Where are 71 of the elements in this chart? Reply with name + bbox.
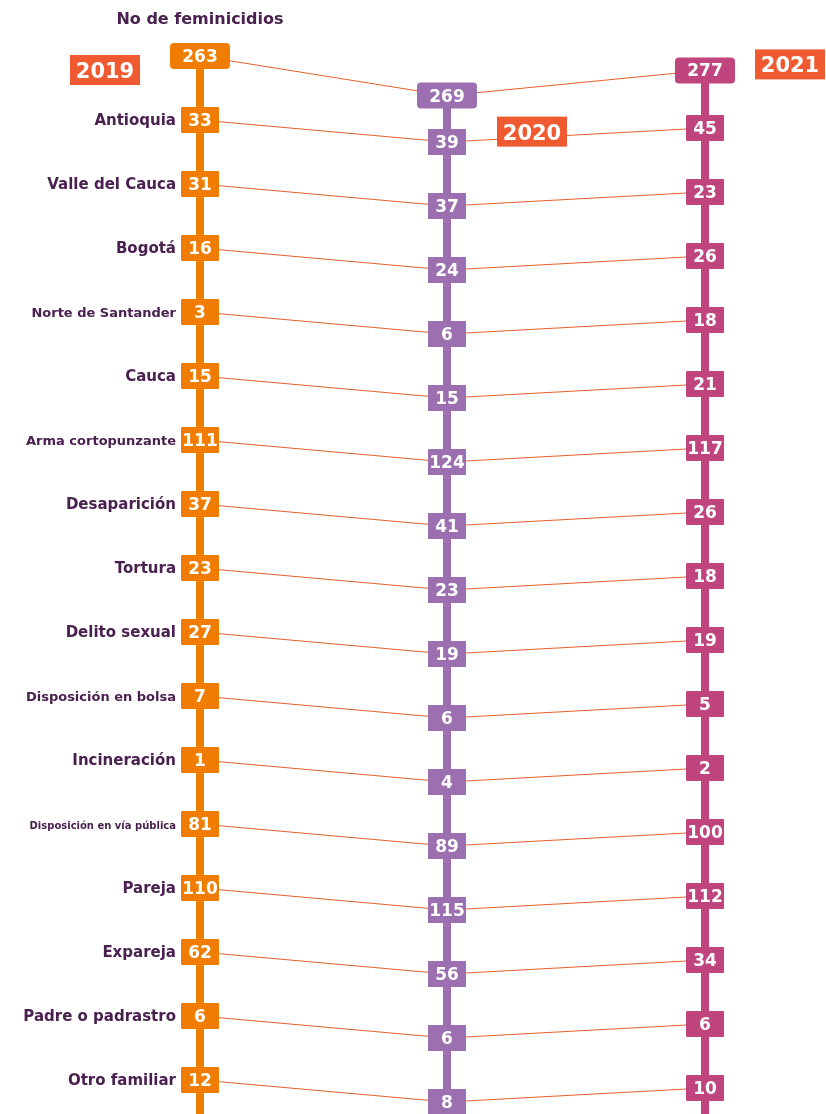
- data-label: 100: [687, 822, 723, 842]
- category-label: Disposición en bolsa: [25, 689, 176, 704]
- data-label: 117: [687, 438, 723, 458]
- series-label: 2019: [75, 59, 135, 83]
- data-label: 112: [687, 886, 723, 906]
- data-label: 81: [188, 814, 212, 834]
- data-label: 111: [182, 430, 218, 450]
- data-label: 19: [435, 644, 459, 664]
- data-label: 12: [188, 1070, 212, 1090]
- data-label: 18: [693, 310, 717, 330]
- data-label: 6: [441, 1028, 453, 1048]
- data-label: 34: [693, 950, 717, 970]
- data-label: 277: [687, 60, 723, 81]
- category-label: Tortura: [114, 559, 176, 577]
- category-label: Incineración: [72, 751, 176, 769]
- data-label: 18: [693, 566, 717, 586]
- data-label: 263: [182, 46, 218, 66]
- data-label: 37: [435, 196, 459, 216]
- data-label: 39: [435, 132, 459, 152]
- category-label: Delito sexual: [65, 623, 176, 641]
- data-label: 62: [188, 942, 212, 962]
- category-label: Padre o padrastro: [23, 1007, 176, 1025]
- data-label: 110: [182, 878, 218, 898]
- data-label: 5: [699, 694, 711, 714]
- category-label: Desaparición: [65, 495, 176, 513]
- data-label: 23: [693, 182, 717, 202]
- data-label: 37: [188, 494, 212, 514]
- category-label: Arma cortopunzante: [26, 433, 177, 448]
- data-label: 26: [693, 502, 717, 522]
- data-label: 16: [188, 238, 212, 258]
- data-label: 115: [429, 900, 465, 920]
- data-label: 56: [435, 964, 459, 984]
- data-label: 89: [435, 836, 459, 856]
- category-label: Antioquia: [94, 111, 176, 129]
- data-label: 24: [435, 260, 459, 280]
- data-label: 23: [435, 580, 459, 600]
- category-label: Otro familiar: [67, 1071, 177, 1089]
- data-label: 6: [441, 708, 453, 728]
- category-label: Valle del Cauca: [47, 175, 176, 193]
- data-label: 31: [188, 174, 212, 194]
- data-label: 6: [699, 1014, 711, 1034]
- category-label: Disposición en vía pública: [29, 820, 176, 831]
- category-label: Expareja: [102, 943, 176, 961]
- data-label: 6: [194, 1006, 206, 1026]
- data-label: 15: [435, 388, 459, 408]
- category-label: Norte de Santander: [31, 305, 177, 320]
- data-label: 45: [693, 118, 717, 138]
- data-label: 15: [188, 366, 212, 386]
- data-label: 33: [188, 110, 212, 130]
- category-label: No de feminicidios: [116, 9, 284, 28]
- category-label: Pareja: [122, 879, 176, 897]
- data-label: 4: [441, 772, 454, 792]
- series-label: 2020: [502, 120, 562, 145]
- data-label: 21: [693, 374, 717, 394]
- data-label: 41: [435, 516, 459, 536]
- data-label: 6: [441, 324, 453, 344]
- data-label: 1: [194, 750, 206, 770]
- series-label: 2021: [760, 53, 820, 78]
- data-label: 7: [194, 686, 206, 706]
- data-label: 8: [441, 1092, 453, 1112]
- data-label: 2: [699, 758, 711, 778]
- data-label: 10: [693, 1078, 717, 1098]
- data-label: 19: [693, 630, 717, 650]
- data-label: 26: [693, 246, 717, 266]
- data-label: 27: [188, 622, 212, 642]
- data-label: 23: [188, 558, 212, 578]
- category-label: Cauca: [125, 367, 176, 385]
- category-label: Bogotá: [115, 239, 176, 257]
- data-label: 124: [429, 452, 465, 472]
- data-label: 269: [429, 85, 465, 106]
- data-label: 3: [194, 302, 206, 322]
